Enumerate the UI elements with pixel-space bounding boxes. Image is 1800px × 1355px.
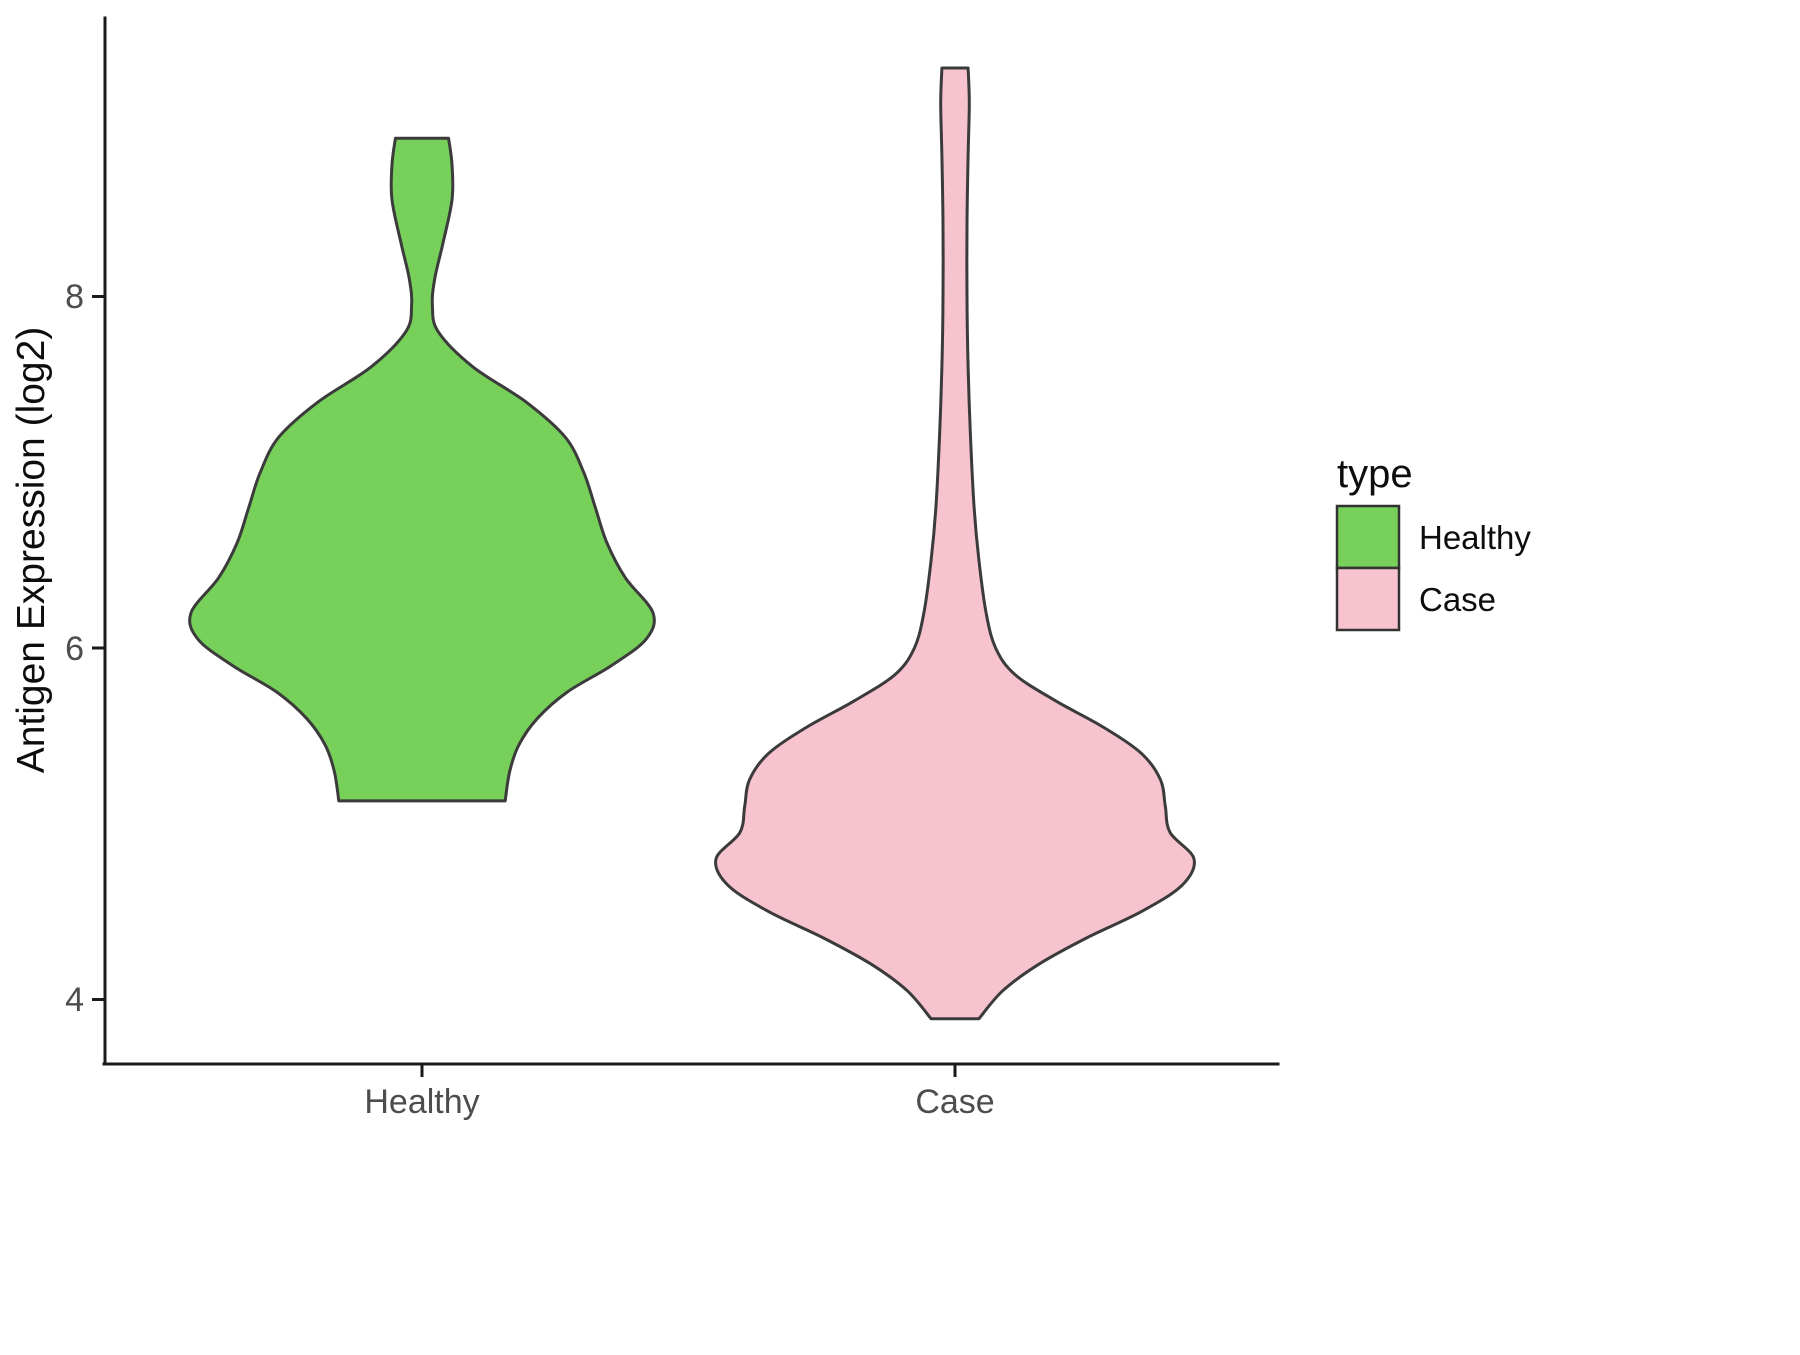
violin-case bbox=[714, 66, 1196, 1021]
y-tick-label-4: 4 bbox=[65, 981, 84, 1019]
y-axis-title: Antigen Expression (log2) bbox=[10, 327, 53, 774]
legend-swatch-case bbox=[1335, 566, 1401, 632]
y-tick-label-8: 8 bbox=[65, 278, 84, 316]
x-category-label-healthy: Healthy bbox=[364, 1083, 479, 1121]
y-tick-label-6: 6 bbox=[65, 630, 84, 668]
legend-label-case: Case bbox=[1419, 581, 1496, 618]
violin-healthy bbox=[188, 136, 656, 803]
legend-label-healthy: Healthy bbox=[1419, 519, 1531, 556]
legend-title: type bbox=[1337, 452, 1413, 496]
legend-swatch-healthy bbox=[1335, 504, 1401, 570]
x-category-label-case: Case bbox=[915, 1083, 994, 1121]
legend: type Healthy Case bbox=[1335, 452, 1531, 632]
